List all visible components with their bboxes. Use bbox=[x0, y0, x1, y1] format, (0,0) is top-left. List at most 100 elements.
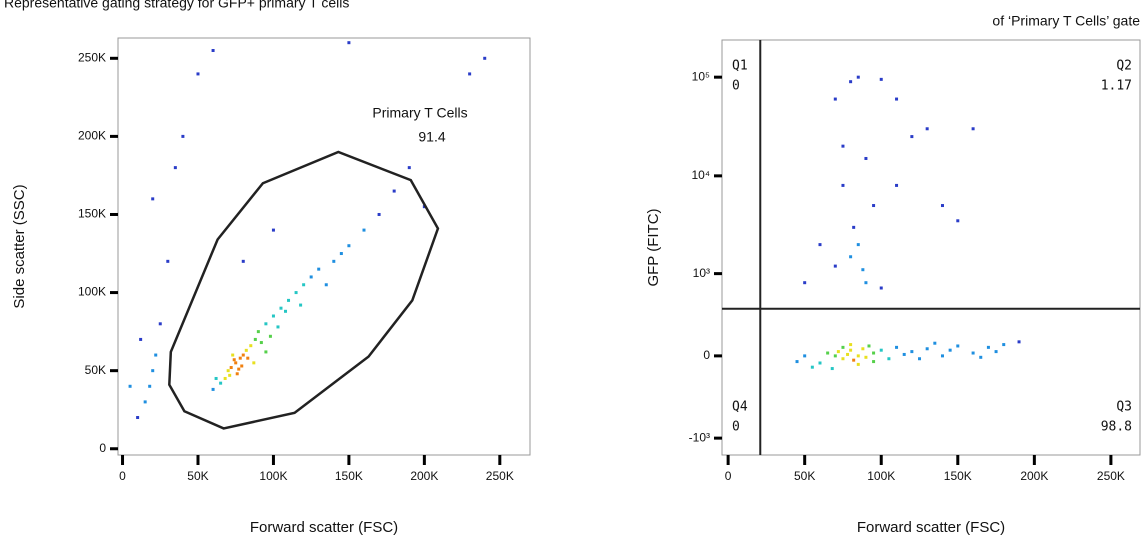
event-dot bbox=[956, 344, 960, 348]
x-axis-title: Forward scatter (FSC) bbox=[250, 519, 398, 536]
y-axis-title: Side scatter (SSC) bbox=[11, 184, 28, 308]
event-dot bbox=[864, 281, 868, 285]
x-tick-label: 100K bbox=[259, 469, 287, 483]
event-dot bbox=[158, 322, 162, 326]
x-tick-label: 200K bbox=[1020, 469, 1048, 483]
event-dot bbox=[933, 341, 937, 345]
x-tick-label: 250K bbox=[486, 469, 514, 483]
event-dot bbox=[833, 264, 837, 268]
event-dot bbox=[252, 361, 256, 365]
event-dot bbox=[872, 351, 876, 355]
event-dot bbox=[879, 286, 883, 290]
y-tick-label: 100K bbox=[78, 285, 106, 299]
event-dot bbox=[211, 387, 215, 391]
event-dot bbox=[240, 364, 244, 368]
event-dot bbox=[879, 77, 883, 81]
event-dot bbox=[956, 219, 960, 223]
event-dot bbox=[468, 72, 472, 76]
x-tick-label: 50K bbox=[794, 469, 815, 483]
event-dot bbox=[196, 72, 200, 76]
event-dot bbox=[841, 144, 845, 148]
event-dot bbox=[864, 156, 868, 160]
event-dot bbox=[302, 283, 306, 287]
x-tick-label: 0 bbox=[725, 469, 732, 483]
y-tick-label: 0 bbox=[99, 441, 106, 455]
event-dot bbox=[264, 322, 268, 326]
event-dot bbox=[846, 352, 850, 356]
event-dot bbox=[849, 80, 853, 84]
event-dot bbox=[232, 358, 236, 362]
event-dot bbox=[237, 367, 241, 371]
event-dot bbox=[228, 373, 232, 377]
event-dot bbox=[872, 204, 876, 208]
event-dot bbox=[249, 344, 253, 348]
event-dot bbox=[143, 400, 147, 404]
event-dot bbox=[994, 350, 998, 354]
event-dot bbox=[864, 355, 868, 359]
quadrant-name: Q2 bbox=[1116, 59, 1132, 74]
event-dot bbox=[136, 416, 140, 420]
gate-polygon bbox=[168, 150, 440, 430]
chart-title: of ‘Primary T Cells’ gate bbox=[992, 13, 1140, 29]
event-dot bbox=[214, 376, 218, 380]
quadrant-percent: 1.17 bbox=[1101, 79, 1132, 94]
x-tick-label: 150K bbox=[335, 469, 363, 483]
y-axis-title: GFP (FITC) bbox=[645, 208, 662, 286]
event-dot bbox=[867, 344, 871, 348]
event-dot bbox=[279, 306, 283, 310]
y-tick-label: 10⁵ bbox=[692, 69, 710, 83]
event-dot bbox=[861, 347, 865, 351]
event-dot bbox=[271, 314, 275, 318]
event-dot bbox=[925, 347, 929, 351]
event-dot bbox=[902, 352, 906, 356]
gate-name: Primary T Cells bbox=[372, 105, 467, 121]
event-dot bbox=[810, 365, 814, 369]
event-dot bbox=[284, 309, 288, 313]
event-dot bbox=[362, 228, 366, 232]
x-tick-label: 0 bbox=[119, 469, 126, 483]
event-dot bbox=[830, 367, 834, 371]
event-dot bbox=[241, 259, 245, 263]
event-dot bbox=[309, 275, 313, 279]
event-dot bbox=[234, 361, 238, 365]
event-dot bbox=[483, 56, 487, 60]
event-dot bbox=[849, 348, 853, 352]
event-dot bbox=[849, 255, 853, 259]
event-dot bbox=[219, 381, 223, 385]
plot-frame bbox=[117, 37, 531, 456]
event-dot bbox=[918, 357, 922, 361]
event-dot bbox=[948, 348, 952, 352]
event-dot bbox=[836, 350, 840, 354]
event-dot bbox=[151, 369, 155, 373]
event-dot bbox=[226, 369, 230, 373]
event-dot bbox=[259, 341, 263, 345]
event-dot bbox=[211, 48, 215, 52]
chart-title: Representative gating strategy for GFP+ … bbox=[4, 0, 349, 11]
x-tick-label: 150K bbox=[944, 469, 972, 483]
event-dot bbox=[1017, 340, 1021, 344]
event-dot bbox=[271, 228, 275, 232]
y-tick-label: 10⁴ bbox=[691, 168, 710, 182]
event-dot bbox=[148, 384, 152, 388]
event-dot bbox=[407, 166, 411, 170]
event-dot bbox=[979, 355, 983, 359]
event-dot bbox=[339, 252, 343, 256]
event-dot bbox=[826, 351, 830, 355]
x-tick-label: 100K bbox=[867, 469, 895, 483]
event-dot bbox=[151, 197, 155, 201]
event-dot bbox=[818, 361, 822, 365]
y-tick-label: 150K bbox=[78, 207, 106, 221]
event-dot bbox=[241, 353, 245, 357]
y-tick-label: 0 bbox=[703, 348, 710, 362]
quadrant-name: Q3 bbox=[1116, 400, 1132, 415]
event-dot bbox=[332, 259, 336, 263]
event-dot bbox=[895, 345, 899, 349]
event-dot bbox=[971, 127, 975, 131]
event-dot bbox=[1002, 343, 1006, 347]
event-dot bbox=[238, 356, 242, 360]
event-dot bbox=[856, 243, 860, 247]
event-dot bbox=[347, 41, 351, 45]
event-dot bbox=[166, 259, 170, 263]
event-dot bbox=[861, 268, 865, 272]
event-dot bbox=[971, 351, 975, 355]
